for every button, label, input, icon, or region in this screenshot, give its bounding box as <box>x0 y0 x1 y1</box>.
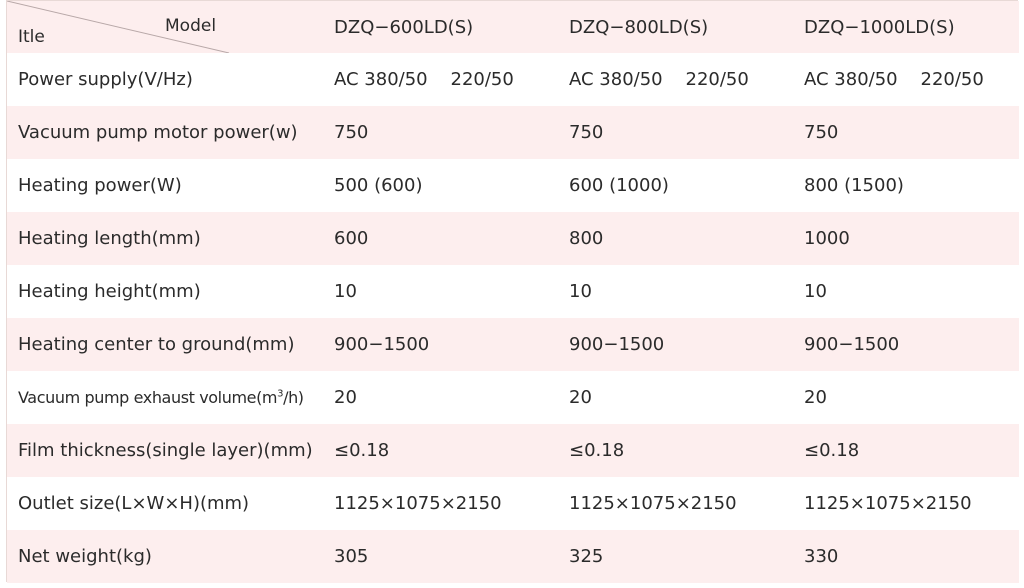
row-label: Outlet size(L×W×H)(mm) <box>18 493 250 514</box>
row-label: Heating power(W) <box>18 175 182 196</box>
row-value: 1000 <box>804 228 850 249</box>
table-row: Vacuum pump motor power(w) 750 750 750 <box>7 106 1019 159</box>
row-value: 1125×1075×2150 <box>334 493 502 514</box>
row-value: 900−1500 <box>334 334 430 355</box>
row-value: 800 (1500) <box>804 175 904 196</box>
row-value: ≤0.18 <box>569 440 625 461</box>
model-header-label: Model <box>165 16 217 36</box>
header-corner-cell: Model Itle <box>7 1 326 53</box>
row-value: ≤0.18 <box>804 440 860 461</box>
row-label: Vacuum pump motor power(w) <box>18 122 298 143</box>
row-value: 1125×1075×2150 <box>804 493 972 514</box>
table-row: Heating power(W) 500 (600) 600 (1000) 80… <box>7 159 1019 212</box>
table-row: Heating length(mm) 600 800 1000 <box>7 212 1019 265</box>
row-value: 600 <box>334 228 369 249</box>
row-value: 750 <box>334 122 369 143</box>
row-label: Heating height(mm) <box>18 281 201 302</box>
row-value: 600 (1000) <box>569 175 669 196</box>
row-value: 1125×1075×2150 <box>569 493 737 514</box>
row-value: 20 <box>569 387 592 408</box>
row-value: 900−1500 <box>804 334 900 355</box>
table-row: Net weight(kg) 305 325 330 <box>7 530 1019 583</box>
row-value: 10 <box>804 281 827 302</box>
row-value: 330 <box>804 546 839 567</box>
row-value: 10 <box>569 281 592 302</box>
model-header-1000: DZQ−1000LD(S) <box>804 16 955 38</box>
row-value: 325 <box>569 546 604 567</box>
row-label: Heating length(mm) <box>18 228 201 249</box>
row-value: 750 <box>569 122 604 143</box>
row-value: 500 (600) <box>334 175 423 196</box>
row-label: Vacuum pump exhaust volume(m3/h) <box>7 371 326 424</box>
row-value: 750 <box>804 122 839 143</box>
model-header-600: DZQ−600LD(S) <box>334 16 474 38</box>
row-label-tail: /h) <box>283 388 304 407</box>
row-label: Power supply(V/Hz) <box>18 69 193 90</box>
table-row: Outlet size(L×W×H)(mm) 1125×1075×2150 11… <box>7 477 1019 530</box>
row-value: AC 380/50 220/50 <box>334 69 514 90</box>
table-row: Heating center to ground(mm) 900−1500 90… <box>7 318 1019 371</box>
model-header-800: DZQ−800LD(S) <box>569 16 709 38</box>
row-value: 305 <box>334 546 369 567</box>
row-value: 20 <box>334 387 357 408</box>
header-row: Model Itle DZQ−600LD(S) DZQ−800LD(S) DZQ… <box>7 1 1019 53</box>
row-value: 10 <box>334 281 357 302</box>
row-value: ≤0.18 <box>334 440 390 461</box>
row-label: Heating center to ground(mm) <box>18 334 295 355</box>
row-value: 20 <box>804 387 827 408</box>
row-label-superscript: 3 <box>277 388 284 400</box>
table-row: Heating height(mm) 10 10 10 <box>7 265 1019 318</box>
item-header-label: Itle <box>18 27 45 47</box>
diagonal-divider <box>7 1 230 53</box>
table-row: Power supply(V/Hz) AC 380/50 220/50 AC 3… <box>7 53 1019 106</box>
row-value: AC 380/50 220/50 <box>804 69 984 90</box>
table-row: Film thickness(single layer)(mm) ≤0.18 ≤… <box>7 424 1019 477</box>
row-label: Film thickness(single layer)(mm) <box>18 440 313 461</box>
spec-table-container: Model Itle DZQ−600LD(S) DZQ−800LD(S) DZQ… <box>6 0 1019 583</box>
row-value: AC 380/50 220/50 <box>569 69 749 90</box>
spec-table: Model Itle DZQ−600LD(S) DZQ−800LD(S) DZQ… <box>7 1 1019 583</box>
row-value: 900−1500 <box>569 334 665 355</box>
table-row: Vacuum pump exhaust volume(m3/h) 20 20 2… <box>7 371 1019 424</box>
row-value: 800 <box>569 228 604 249</box>
row-label: Net weight(kg) <box>18 546 152 567</box>
row-label-text: Vacuum pump exhaust volume(m <box>18 388 278 407</box>
